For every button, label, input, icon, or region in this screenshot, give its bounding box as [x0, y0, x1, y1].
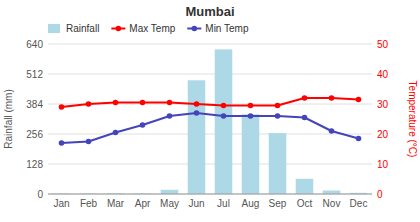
- x-axis-line: [48, 194, 372, 195]
- x-tick-label: Aug: [242, 198, 260, 209]
- point: [167, 113, 173, 119]
- point: [221, 113, 227, 119]
- y2-tick-label: 10: [377, 159, 389, 170]
- chart: Mumbai 0 128 256 384 512 640 0 10 20 30 40 50 Rainfal…: [0, 0, 420, 222]
- point: [86, 101, 92, 107]
- bar: [242, 114, 260, 194]
- point: [194, 101, 200, 107]
- point: [248, 103, 254, 109]
- x-tick-label: Nov: [323, 198, 341, 209]
- point: [221, 103, 227, 109]
- x-tick-label: Dec: [350, 198, 368, 209]
- point: [59, 140, 65, 146]
- point: [59, 104, 65, 110]
- y-tick-label: 0: [37, 189, 43, 200]
- y-tick-label: 256: [26, 129, 43, 140]
- point: [140, 100, 146, 106]
- legend-swatch: [48, 24, 60, 33]
- legend-label: Max Temp: [129, 23, 175, 34]
- line: [62, 98, 359, 107]
- point: [329, 95, 335, 101]
- line: [62, 113, 359, 143]
- title: Mumbai: [185, 4, 234, 19]
- x-tick-label: Feb: [80, 198, 98, 209]
- y2-tick-label: 30: [377, 99, 389, 110]
- marks: [53, 49, 368, 194]
- point: [248, 113, 254, 119]
- x-tick-label: Jan: [53, 198, 69, 209]
- point: [167, 100, 173, 106]
- point: [356, 97, 362, 103]
- y2-tick-label: 20: [377, 129, 389, 140]
- x-tick-label: Jun: [188, 198, 204, 209]
- point: [356, 136, 362, 142]
- legend-item: Rainfall: [48, 23, 99, 34]
- grid-line: [48, 134, 372, 135]
- grid-line: [48, 74, 372, 75]
- legend-item: Min Temp: [187, 23, 249, 34]
- point: [194, 110, 200, 116]
- bar: [323, 190, 341, 194]
- legend-item: Max Temp: [111, 23, 175, 34]
- bar: [161, 190, 179, 194]
- bar: [215, 49, 233, 194]
- x-tick-label: Oct: [297, 198, 313, 209]
- y-axis-label: Rainfall (mm): [3, 89, 14, 148]
- x-tick-label: May: [160, 198, 179, 209]
- bar: [188, 80, 206, 194]
- y-tick-label: 512: [26, 69, 43, 80]
- grid-line: [48, 164, 372, 165]
- y2-tick-label: 40: [377, 69, 389, 80]
- x-tick-label: Sep: [269, 198, 287, 209]
- grid-line: [48, 194, 372, 195]
- x-tick-label: Apr: [135, 198, 151, 209]
- bar: [269, 133, 287, 194]
- y2-tick-label: 50: [377, 39, 389, 50]
- y-tick-label: 128: [26, 159, 43, 170]
- y-tick-label: 384: [26, 99, 43, 110]
- point: [275, 103, 281, 109]
- point: [302, 115, 308, 121]
- legend-label: Min Temp: [205, 23, 249, 34]
- legend-marker: [192, 26, 198, 32]
- legend: Rainfall Max Temp Min Temp: [48, 23, 249, 34]
- point: [275, 113, 281, 119]
- x-tick-label: Mar: [107, 198, 125, 209]
- point: [113, 130, 119, 136]
- point: [329, 128, 335, 134]
- y-tick-label: 640: [26, 39, 43, 50]
- y2-axis-label: Temperature (°C): [407, 81, 418, 158]
- legend-marker: [116, 26, 122, 32]
- legend-label: Rainfall: [66, 23, 99, 34]
- y2-tick-label: 0: [377, 189, 383, 200]
- x-tick-label: Jul: [217, 198, 230, 209]
- point: [140, 122, 146, 128]
- point: [113, 100, 119, 106]
- bar: [296, 179, 314, 194]
- point: [86, 139, 92, 145]
- point: [302, 95, 308, 101]
- grid-line: [48, 44, 372, 45]
